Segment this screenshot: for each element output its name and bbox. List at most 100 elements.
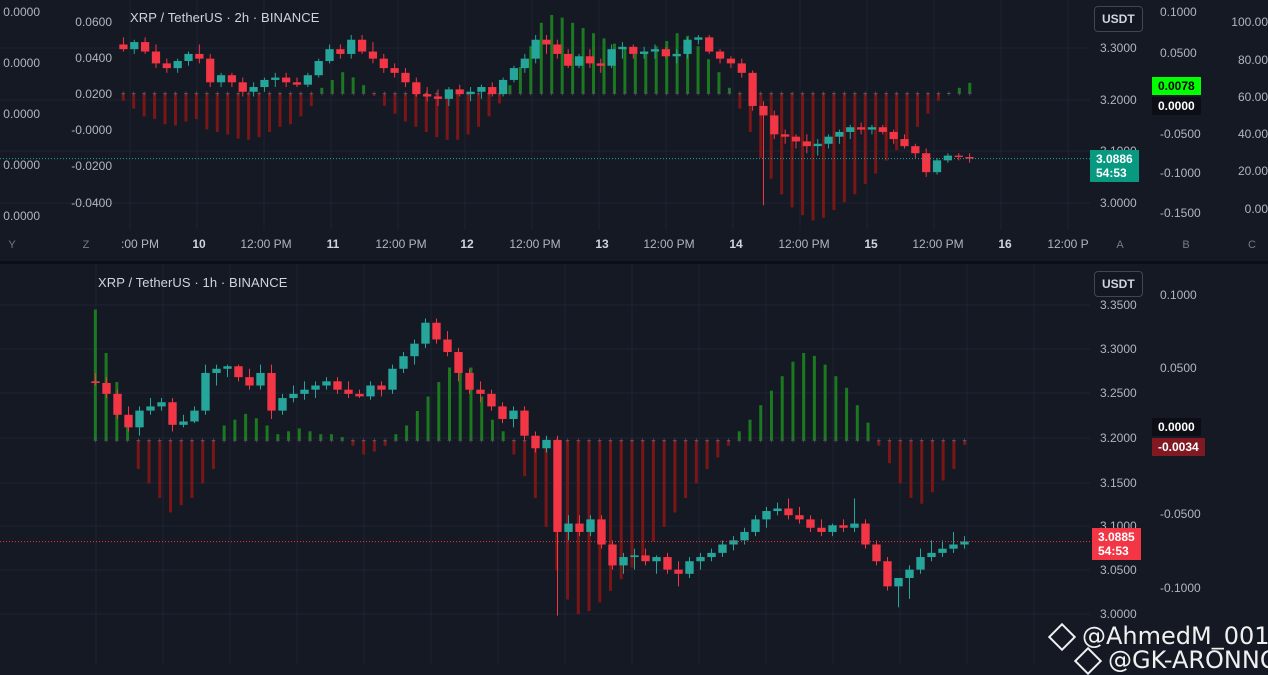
histogram-bar <box>136 440 140 469</box>
histogram-zero-mark: + <box>383 436 388 445</box>
histogram-bar <box>383 93 387 106</box>
histogram-zero-mark: + <box>738 89 743 98</box>
candle-body <box>130 42 139 50</box>
histogram-bar <box>173 93 177 126</box>
candle-body <box>784 508 793 516</box>
histogram-zero-mark: + <box>608 436 613 445</box>
histogram-zero-mark: + <box>941 436 946 445</box>
bottom-chart-pane[interactable]: + + + + + + + + + + + + + + + + + + + + + + + + + + + + + + + + + + + + + + + +… <box>0 264 1268 664</box>
histogram-bar <box>226 93 230 135</box>
histogram-zero-mark: + <box>340 89 345 98</box>
histogram-bar <box>717 72 721 93</box>
bottom-currency-button[interactable]: USDT <box>1094 271 1143 297</box>
histogram-bar <box>684 440 688 498</box>
histogram-bar <box>877 440 881 446</box>
histogram-bar <box>254 418 258 440</box>
top-right-osc-tick: -0.1000 <box>1160 166 1201 180</box>
histogram-zero-mark: + <box>257 89 262 98</box>
histogram-zero-mark: + <box>404 436 409 445</box>
candle-body <box>303 75 312 85</box>
bottom-price-tick: 3.0500 <box>1100 563 1137 577</box>
histogram-zero-mark: + <box>791 436 796 445</box>
top-rsi-tick: 60.00 <box>1238 90 1268 104</box>
histogram-bar <box>705 440 709 469</box>
histogram-bar <box>287 431 291 440</box>
top-time-label: 12:00 PM <box>240 237 291 251</box>
histogram-zero-mark: + <box>152 89 157 98</box>
histogram-bar <box>737 431 741 440</box>
histogram-zero-mark: + <box>654 89 659 98</box>
candle-body <box>520 410 529 436</box>
top-far-left-tick: 0.0000 <box>3 5 40 19</box>
histogram-bar <box>477 93 481 127</box>
candle-body <box>872 544 881 562</box>
candle-body <box>509 68 519 80</box>
top-chart-canvas[interactable]: + + + + + + + + + + + + + + + + + + + + + + + + + + + + + + + + + + + + + + + +… <box>0 0 1268 262</box>
histogram-zero-mark: + <box>662 436 667 445</box>
histogram-zero-mark: + <box>800 89 805 98</box>
histogram-bar <box>394 434 398 440</box>
histogram-bar <box>362 440 366 455</box>
histogram-bar <box>930 440 934 493</box>
histogram-zero-mark: + <box>246 89 251 98</box>
histogram-zero-mark: + <box>866 436 871 445</box>
bottom-chart-canvas[interactable]: + + + + + + + + + + + + + + + + + + + + + + + + + + + + + + + + + + + + + + + +… <box>0 264 1268 664</box>
candle-body <box>740 531 749 541</box>
histogram-bar <box>383 440 387 446</box>
histogram-bar <box>393 93 397 114</box>
histogram-zero-mark: + <box>372 89 377 98</box>
histogram-zero-mark: + <box>340 436 345 445</box>
histogram-bar <box>811 93 815 221</box>
histogram-bar <box>619 440 623 580</box>
top-osc-green-tag: 0.0078 <box>1152 77 1201 95</box>
histogram-zero-mark: + <box>705 436 710 445</box>
histogram-zero-mark: + <box>329 436 334 445</box>
histogram-bar <box>257 93 261 138</box>
histogram-zero-mark: + <box>726 436 731 445</box>
candle-body <box>498 79 508 95</box>
top-time-label: 16 <box>998 237 1012 251</box>
histogram-bar <box>947 93 951 94</box>
watermark-line2: @GK-ARONNO <box>1073 646 1268 675</box>
histogram-zero-mark: + <box>114 436 119 445</box>
histogram-zero-mark: + <box>790 89 795 98</box>
candle-body <box>705 37 714 52</box>
histogram-zero-mark: + <box>842 89 847 98</box>
histogram-bar <box>842 93 846 203</box>
histogram-bar <box>163 93 167 125</box>
candle-body <box>336 49 345 54</box>
top-currency-button[interactable]: USDT <box>1094 6 1143 32</box>
pane-divider[interactable] <box>0 261 1268 264</box>
candle-body <box>146 406 155 411</box>
histogram-zero-mark: + <box>876 436 881 445</box>
candle-body <box>271 77 280 80</box>
candle-body <box>368 51 378 59</box>
histogram-zero-mark: + <box>361 436 366 445</box>
histogram-bar <box>247 93 251 140</box>
histogram-bar <box>458 353 462 440</box>
candle-body <box>157 402 166 407</box>
histogram-zero-mark: + <box>125 436 130 445</box>
candle-body <box>433 96 443 99</box>
histogram-bar <box>952 440 956 469</box>
top-chart-pane[interactable]: + + + + + + + + + + + + + + + + + + + + + + + + + + + + + + + + + + + + + + + +… <box>0 0 1268 262</box>
histogram-zero-mark: + <box>852 89 857 98</box>
histogram-zero-mark: + <box>834 436 839 445</box>
histogram-zero-mark: + <box>694 436 699 445</box>
histogram-bar <box>448 367 452 440</box>
histogram-bar <box>759 405 763 440</box>
histogram-bar <box>211 440 215 469</box>
top-rsi-tick: 40.00 <box>1238 127 1268 141</box>
candle-body <box>806 519 815 528</box>
histogram-bar <box>487 93 491 117</box>
histogram-zero-mark: + <box>136 436 141 445</box>
histogram-bar <box>905 93 909 140</box>
top-far-left-tick: 0.0000 <box>3 209 40 223</box>
bottom-last-price: 3.0885 <box>1098 530 1135 544</box>
histogram-bar <box>651 440 655 542</box>
candle-body <box>883 561 892 587</box>
histogram-bar <box>801 93 805 216</box>
histogram-zero-mark: + <box>436 436 441 445</box>
histogram-bar <box>244 413 248 440</box>
candle-body <box>791 136 801 142</box>
